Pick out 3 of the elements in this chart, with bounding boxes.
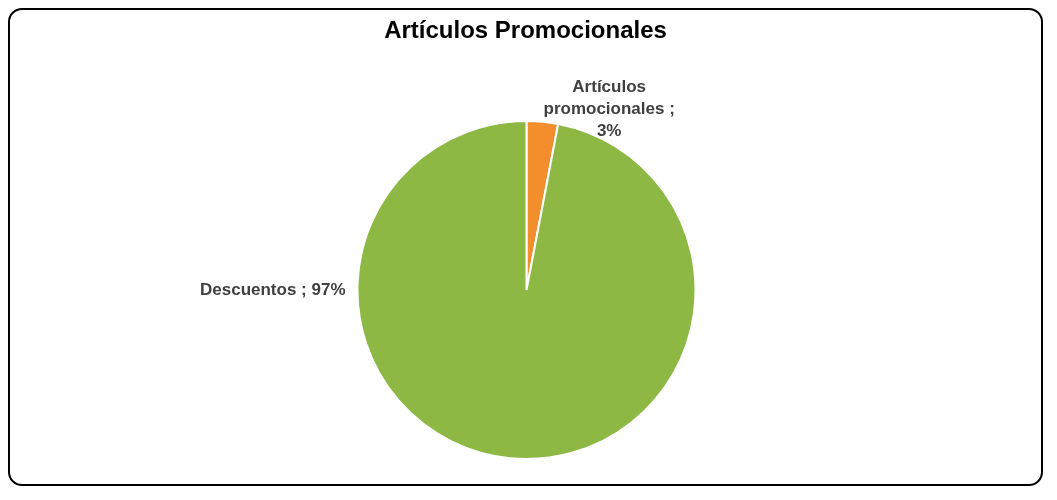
slice-label: Descuentos ; 97% — [200, 279, 346, 299]
chart-title: Artículos Promocionales — [383, 15, 668, 45]
slice-label: Artículos promocionales ; 3% — [543, 77, 675, 141]
